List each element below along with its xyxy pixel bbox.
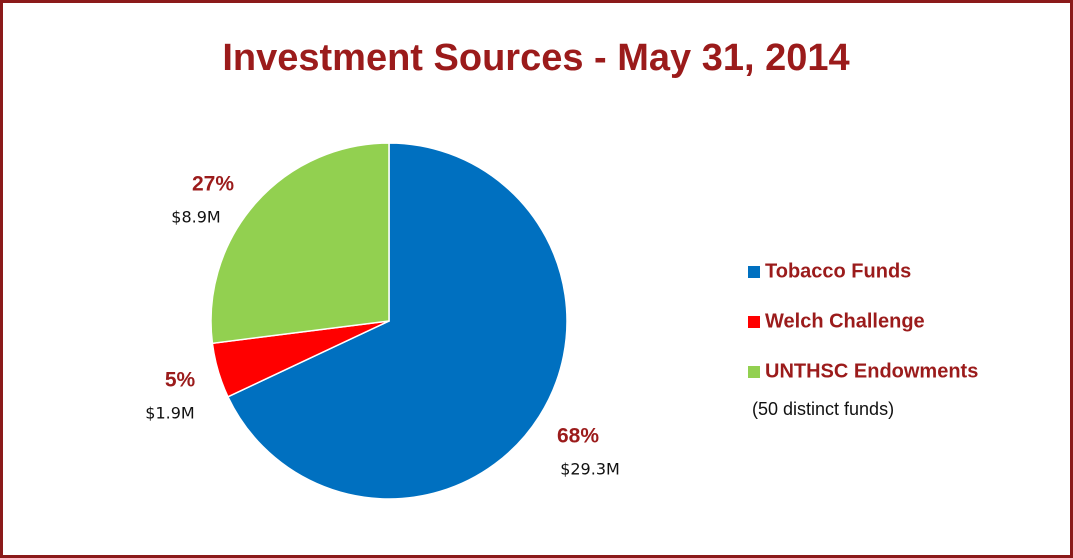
value-label: 27% (192, 173, 234, 196)
amount-label: $29.3M (560, 460, 620, 479)
pie-slice (226, 142, 568, 500)
legend-note: (50 distinct funds) (752, 399, 894, 419)
chart-title: Investment Sources - May 31, 2014 (222, 37, 849, 79)
value-label: 5% (165, 369, 196, 392)
legend-label: Welch Challenge (765, 310, 925, 332)
legend-label: UNTHSC Endowments (765, 360, 978, 382)
legend-label: Tobacco Funds (765, 260, 911, 282)
amount-label: $8.9M (171, 208, 220, 227)
legend-swatch (748, 316, 760, 328)
pie-slice (210, 142, 390, 345)
amount-label: $1.9M (145, 404, 194, 423)
legend-swatch (748, 366, 760, 378)
legend-swatch (748, 266, 760, 278)
value-label: 68% (557, 425, 599, 448)
